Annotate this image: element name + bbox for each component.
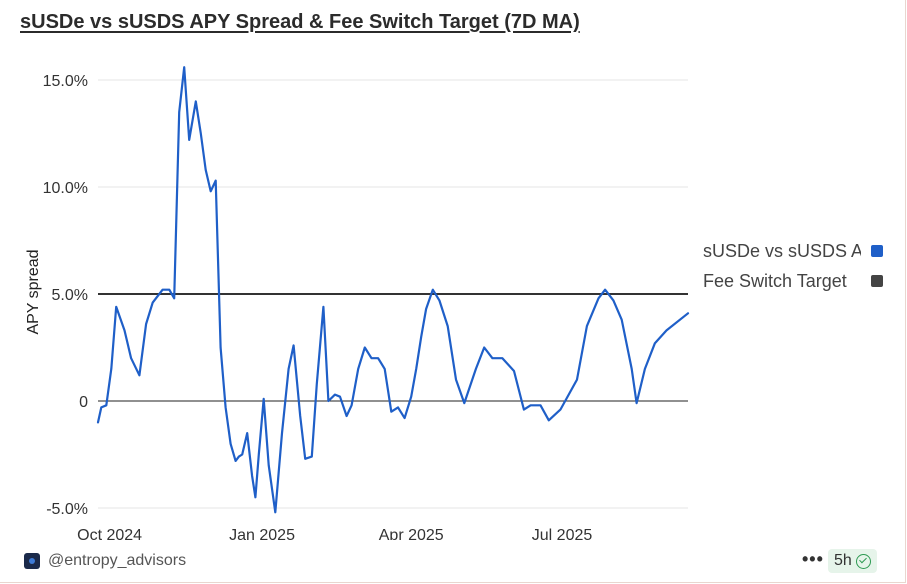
y-tick-label: 10.0% xyxy=(43,180,88,197)
chart-area: 15.0% 10.0% 5.0% 0 -5.0% Oct 2024 Jan 2025 Apr… xyxy=(25,66,690,540)
y-tick-label: -5.0% xyxy=(46,501,88,518)
y-tick-label: 5.0% xyxy=(52,287,88,304)
y-tick-label: 15.0% xyxy=(43,73,88,90)
legend-swatch-target xyxy=(871,275,883,287)
legend-swatch-spread xyxy=(871,245,883,257)
author-handle[interactable]: @entropy_advisors xyxy=(48,552,187,569)
age-label: 5h xyxy=(834,552,852,569)
footer: @entropy_advisors ••• 5h xyxy=(0,548,905,578)
legend-label-spread: sUSDe vs sUSDS A xyxy=(703,241,861,261)
legend: sUSDe vs sUSDS A Fee Switch Target xyxy=(703,236,893,296)
y-axis-ticks: 15.0% 10.0% 5.0% 0 -5.0% xyxy=(43,73,88,518)
spread-series xyxy=(96,66,690,514)
legend-item-target[interactable]: Fee Switch Target xyxy=(703,266,893,296)
legend-label-target: Fee Switch Target xyxy=(703,271,847,291)
more-options-icon[interactable]: ••• xyxy=(802,549,824,569)
check-circle-icon xyxy=(855,553,871,569)
x-tick-label: Apr 2025 xyxy=(379,527,444,540)
x-axis-ticks: Oct 2024 Jan 2025 Apr 2025 Jul 2025 xyxy=(77,527,592,540)
chart-title[interactable]: sUSDe vs sUSDS APY Spread & Fee Switch T… xyxy=(20,11,580,33)
x-tick-label: Oct 2024 xyxy=(77,527,142,540)
x-tick-label: Jul 2025 xyxy=(532,527,593,540)
age-badge[interactable]: 5h xyxy=(828,549,877,573)
legend-item-spread[interactable]: sUSDe vs sUSDS A xyxy=(703,236,893,266)
y-tick-label: 0 xyxy=(79,394,88,411)
x-tick-label: Jan 2025 xyxy=(229,527,295,540)
y-axis-label: APY spread xyxy=(25,249,42,334)
author-avatar[interactable] xyxy=(24,553,40,569)
spread-line xyxy=(96,66,690,514)
